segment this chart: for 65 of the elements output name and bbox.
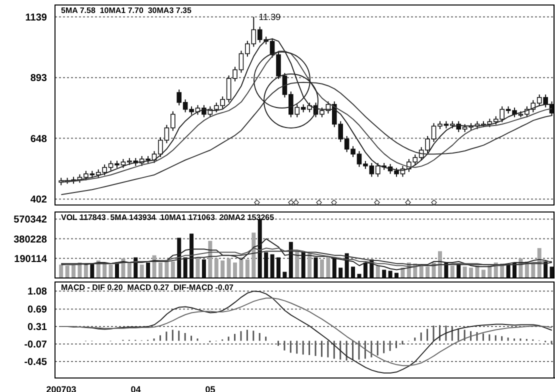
bar [320, 259, 324, 278]
bar [158, 262, 162, 278]
bar [190, 234, 194, 278]
bar [220, 260, 225, 278]
bar [84, 264, 88, 278]
bar [140, 264, 144, 278]
bar [295, 251, 300, 278]
bar [469, 268, 474, 278]
bar [146, 262, 150, 278]
bar [59, 264, 64, 278]
bar [462, 266, 467, 278]
bar [382, 270, 386, 278]
annotation: 5MA 7.58 10MA1 7.70 30MA3 7.35 [61, 6, 192, 16]
y-tick-label: 893 [30, 73, 48, 84]
bar [338, 268, 343, 278]
bar [351, 266, 356, 278]
bar [170, 262, 175, 278]
bar [363, 262, 368, 278]
bar [438, 251, 442, 278]
bar [127, 262, 132, 278]
bar [208, 240, 212, 278]
bar [65, 266, 70, 278]
y-tick-label: 648 [30, 134, 48, 145]
y-tick-label: 1.08 [28, 286, 48, 298]
bar [506, 264, 510, 278]
bar [202, 259, 206, 278]
bar [301, 252, 306, 278]
bar [376, 266, 380, 278]
y-tick-label: 0.69 [28, 304, 48, 316]
bar [233, 262, 238, 278]
bar [531, 264, 536, 278]
bar [226, 258, 231, 278]
bar [258, 219, 262, 278]
y-tick-label: 1139 [25, 12, 48, 24]
bar [388, 270, 392, 278]
bar [264, 252, 268, 278]
bar [426, 266, 430, 278]
bar [177, 238, 182, 278]
bar [308, 253, 312, 278]
bar [450, 266, 454, 278]
y-tick-label: 190114 [14, 254, 48, 265]
bar [239, 257, 244, 278]
y-tick-label: -0.45 [24, 357, 48, 368]
bar [245, 259, 250, 278]
bar [270, 254, 274, 278]
y-tick-label: 402 [30, 194, 48, 206]
bar [214, 258, 218, 278]
bar [90, 264, 94, 278]
bar [481, 270, 486, 278]
bar [183, 257, 188, 278]
bar [276, 257, 280, 278]
y-tick-label: -0.07 [24, 340, 48, 351]
bar [314, 257, 318, 278]
bar [326, 256, 330, 278]
annotation: MACD - DIF 0.20 MACD 0.27 DIF-MACD -0.07 [61, 283, 234, 293]
annotation: VOL 117843 5MA 143934 10MA1 171063 20MA2 153265 [61, 213, 274, 223]
bar [196, 257, 200, 278]
bar [108, 264, 113, 278]
y-tick-label: 380228 [14, 234, 48, 246]
y-tick-label: 570342 [14, 214, 48, 226]
annotation: 11.39 [258, 12, 281, 22]
bar [332, 257, 336, 278]
y-tick-label: 0.31 [28, 322, 48, 334]
candlestick [276, 51, 281, 80]
bar [252, 232, 256, 278]
